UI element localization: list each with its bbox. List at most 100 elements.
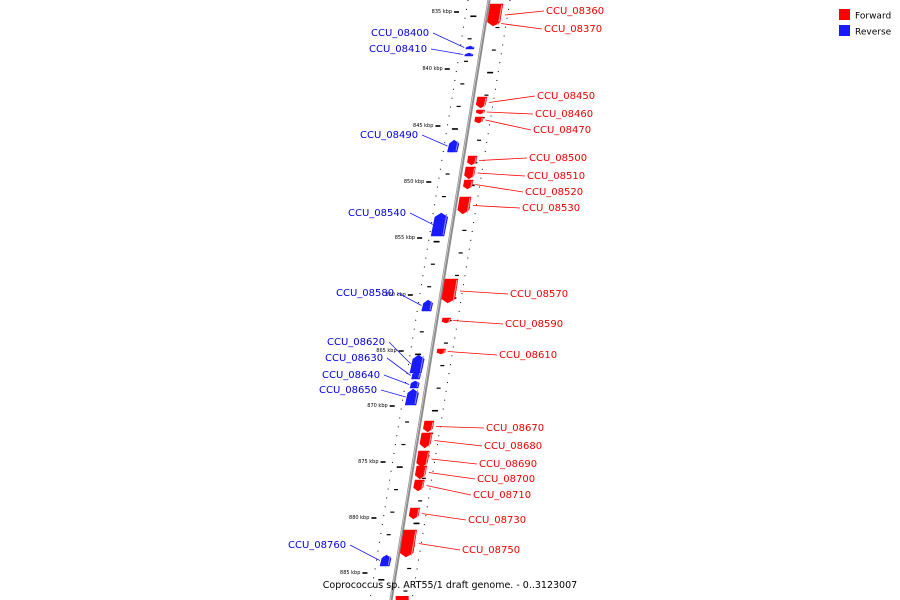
gene-label[interactable]: CCU_08570 [510, 289, 568, 300]
genome-caption: Coprococcus sp. ART55/1 draft genome. - … [323, 580, 577, 591]
gene-arrow-shade [416, 381, 419, 388]
kbp-label: 840 kbp [422, 66, 442, 72]
gene-arrow-shade [480, 117, 483, 123]
gene-label[interactable]: CCU_08370 [544, 24, 602, 35]
gene-arrow-shade [483, 97, 487, 108]
gene-arrow-shade [452, 279, 458, 303]
gene-leader-line [475, 184, 524, 193]
gene-arrow-shade [497, 4, 503, 26]
gene-features [379, 3, 504, 600]
gene-label[interactable]: CCU_08750 [462, 545, 520, 556]
gene-leader-line [447, 351, 498, 356]
gene-leader-line [421, 513, 467, 521]
gene-label[interactable]: CCU_08470 [533, 125, 591, 136]
gene-leader-line [459, 290, 509, 295]
gene-arrow-shade [466, 197, 471, 214]
gene-label[interactable]: CCU_08640 [322, 370, 380, 381]
gene-leader-line [431, 458, 478, 465]
gene-arrow-shade [482, 110, 485, 114]
gene-leader-line [432, 32, 465, 48]
gene-leader-line [388, 341, 412, 365]
kbp-label: 845 kbp [413, 123, 433, 129]
kbp-label: 835 kbp [432, 9, 452, 15]
forward-gene-arrow[interactable] [441, 278, 459, 304]
gene-label[interactable]: CCU_08630 [325, 353, 383, 364]
gene-arrow-shade [414, 389, 419, 405]
gene-label[interactable]: CCU_08530 [522, 203, 580, 214]
gene-leader-line [418, 543, 461, 551]
gene-leader-line [472, 205, 521, 209]
gene-label[interactable]: CCU_08540 [348, 208, 406, 219]
gene-leader-line [504, 10, 545, 16]
kbp-label: 880 kbp [349, 515, 369, 521]
forward-gene-arrow[interactable] [490, 21, 500, 26]
kbp-label: 865 kbp [376, 348, 396, 354]
gene-arrow-shade [425, 451, 429, 467]
gene-label[interactable]: CCU_08690 [479, 459, 537, 470]
gene-label[interactable]: CCU_08680 [484, 441, 542, 452]
gene-arrow-shade [455, 140, 459, 152]
gene-arrow-shade [429, 300, 433, 311]
gene-leader-line [435, 426, 485, 429]
forward-gene-arrow[interactable] [475, 109, 486, 115]
gene-label[interactable]: CCU_08460 [535, 109, 593, 120]
gene-leader-line [479, 157, 528, 161]
gene-label[interactable]: CCU_08450 [537, 91, 595, 102]
gene-label[interactable]: CCU_08610 [499, 350, 557, 361]
gene-arrow-shade [423, 466, 427, 479]
gene-label[interactable]: CCU_08400 [371, 28, 429, 39]
gene-label[interactable]: CCU_08410 [369, 44, 427, 55]
gene-leader-line [477, 172, 526, 177]
gene-leader-line [349, 544, 381, 561]
forward-legend-label: Forward [855, 12, 891, 22]
gene-label[interactable]: CCU_08490 [360, 130, 418, 141]
genome-backbone-highlight [390, 0, 489, 600]
gene-label[interactable]: CCU_08670 [486, 423, 544, 434]
gene-leader-line [485, 119, 532, 131]
gene-label[interactable]: CCU_08650 [319, 385, 377, 396]
gene-leader-line [421, 134, 448, 147]
gene-leader-line [488, 95, 536, 103]
gene-arrow-shade [430, 421, 434, 432]
forward-legend-swatch [839, 9, 850, 20]
gene-arrow-shade [387, 555, 391, 566]
forward-strand-track [411, 0, 511, 600]
gene-leader-line [426, 485, 472, 496]
kbp-label: 860 kbp [385, 292, 405, 298]
reverse-legend-swatch [839, 25, 850, 36]
kbp-label: 855 kbp [395, 235, 415, 241]
gene-arrow-shade [442, 213, 448, 236]
gene-label[interactable]: CCU_08730 [468, 515, 526, 526]
gene-leader-line [430, 48, 464, 55]
kbp-label: 885 kbp [340, 570, 360, 576]
gene-arrow-shade [470, 180, 473, 189]
gene-arrow-shade [428, 433, 432, 448]
gene-label[interactable]: CCU_08700 [477, 474, 535, 485]
gene-leader-line [386, 357, 411, 376]
gene-arrow-shade [443, 349, 446, 354]
gene-label[interactable]: CCU_08520 [525, 187, 583, 198]
gene-label[interactable]: CCU_08590 [505, 319, 563, 330]
gene-leader-line [486, 111, 534, 115]
gene-label[interactable]: CCU_08580 [336, 288, 394, 299]
kbp-label: 850 kbp [404, 179, 424, 185]
forward-gene-arrow[interactable] [395, 596, 409, 600]
gene-label[interactable]: CCU_08360 [546, 6, 604, 17]
gene-label[interactable]: CCU_08620 [327, 337, 385, 348]
gene-arrow-shade [474, 156, 477, 165]
gene-arrow-shade [448, 318, 451, 323]
gene-leader-line [409, 212, 434, 225]
genome-backbone [389, 0, 491, 600]
gene-label[interactable]: CCU_08760 [288, 540, 346, 551]
gene-arrow-shade [472, 167, 476, 179]
gene-label[interactable]: CCU_08510 [527, 171, 585, 182]
gene-leader-line [428, 472, 476, 480]
gene-leader-line [434, 440, 483, 447]
gene-leader-line [501, 23, 543, 30]
gene-leader-line [452, 320, 504, 325]
legend: Forward Reverse [839, 9, 892, 38]
gene-label[interactable]: CCU_08500 [529, 153, 587, 164]
gene-label[interactable]: CCU_08710 [473, 490, 531, 501]
